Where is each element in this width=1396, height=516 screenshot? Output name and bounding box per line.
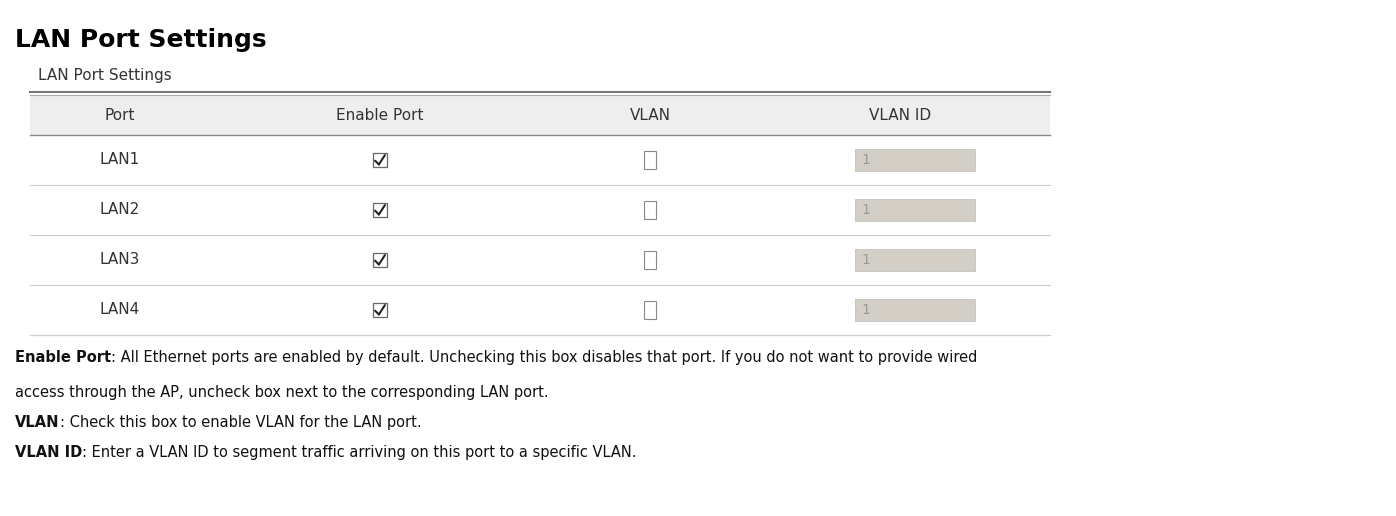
- Text: 1: 1: [861, 203, 870, 217]
- Text: : Check this box to enable VLAN for the LAN port.: : Check this box to enable VLAN for the …: [60, 415, 422, 430]
- Bar: [373, 153, 387, 167]
- Bar: [854, 149, 974, 171]
- Text: LAN2: LAN2: [101, 202, 140, 218]
- Bar: [854, 199, 974, 221]
- Text: 1: 1: [861, 303, 870, 317]
- Bar: [29, 95, 1050, 135]
- Text: VLAN: VLAN: [630, 107, 670, 122]
- Text: : All Ethernet ports are enabled by default. Unchecking this box disables that p: : All Ethernet ports are enabled by defa…: [112, 350, 977, 365]
- Bar: [373, 203, 387, 217]
- Bar: [854, 249, 974, 271]
- Text: VLAN: VLAN: [15, 415, 60, 430]
- Text: access through the AP, uncheck box next to the corresponding LAN port.: access through the AP, uncheck box next …: [15, 385, 549, 400]
- Text: LAN3: LAN3: [99, 252, 140, 267]
- Bar: [373, 253, 387, 267]
- Bar: [645, 151, 656, 169]
- Text: 1: 1: [861, 253, 870, 267]
- Text: : Enter a VLAN ID to segment traffic arriving on this port to a specific VLAN.: : Enter a VLAN ID to segment traffic arr…: [82, 445, 637, 460]
- Text: 1: 1: [861, 153, 870, 167]
- Text: LAN1: LAN1: [101, 153, 140, 168]
- Bar: [854, 299, 974, 321]
- Bar: [645, 251, 656, 269]
- Text: VLAN ID: VLAN ID: [15, 445, 82, 460]
- Text: VLAN ID: VLAN ID: [868, 107, 931, 122]
- Text: Port: Port: [105, 107, 135, 122]
- Bar: [645, 201, 656, 219]
- Bar: [645, 301, 656, 319]
- Text: LAN4: LAN4: [101, 302, 140, 317]
- Text: LAN Port Settings: LAN Port Settings: [15, 28, 267, 52]
- Text: Enable Port: Enable Port: [15, 350, 112, 365]
- Bar: [373, 303, 387, 317]
- Text: LAN Port Settings: LAN Port Settings: [38, 68, 172, 83]
- Text: Enable Port: Enable Port: [336, 107, 424, 122]
